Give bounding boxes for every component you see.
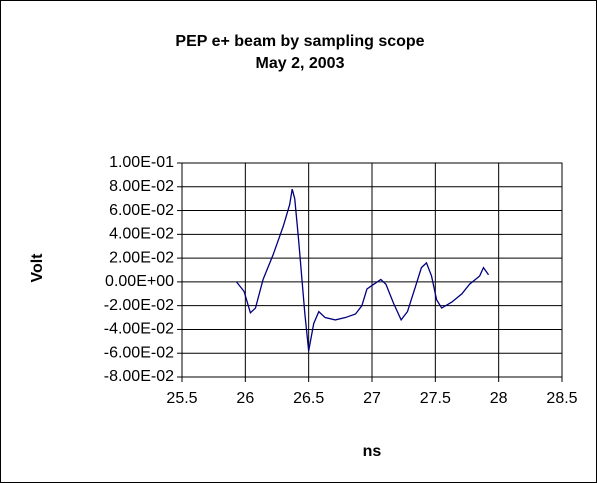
- y-tick-label: 1.00E-01: [109, 154, 174, 171]
- x-tick-label: 27: [363, 390, 381, 407]
- y-tick-label: -6.00E-02: [104, 344, 174, 361]
- y-tick-label: 4.00E-02: [109, 226, 174, 243]
- y-tick-label: 8.00E-02: [109, 178, 174, 195]
- x-tick-label: 26.5: [293, 390, 324, 407]
- x-tick-label: 28: [490, 390, 508, 407]
- y-axis-label: Volt: [29, 253, 46, 283]
- y-tick-label: -2.00E-02: [104, 297, 174, 314]
- y-tick-label: 0.00E+00: [105, 273, 174, 290]
- x-tick-label: 28.5: [546, 390, 577, 407]
- x-tick-label: 27.5: [420, 390, 451, 407]
- data-line: [235, 188, 490, 351]
- chart-subtitle: May 2, 2003: [256, 55, 345, 72]
- y-tick-label: -8.00E-02: [104, 368, 174, 385]
- x-axis-label: ns: [363, 443, 382, 460]
- y-tick-label: 6.00E-02: [109, 202, 174, 219]
- x-tick-label: 26: [236, 390, 254, 407]
- y-tick-label: 2.00E-02: [109, 249, 174, 266]
- y-tick-label: -4.00E-02: [104, 321, 174, 338]
- x-tick-label: 25.5: [166, 390, 197, 407]
- chart-title: PEP e+ beam by sampling scope: [175, 33, 424, 50]
